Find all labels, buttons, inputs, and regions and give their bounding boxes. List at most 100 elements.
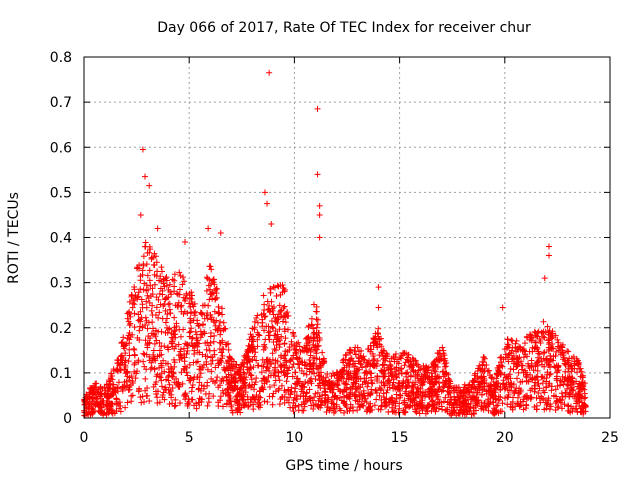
- data-point: [375, 336, 382, 343]
- data-point: [341, 380, 348, 387]
- data-point: [450, 384, 457, 391]
- data-point: [353, 368, 360, 375]
- data-point: [288, 356, 295, 363]
- data-point: [472, 402, 479, 409]
- data-point: [122, 342, 129, 349]
- data-point: [404, 369, 411, 376]
- data-point: [513, 385, 520, 392]
- data-point: [223, 365, 230, 372]
- data-point: [565, 403, 572, 410]
- data-point: [532, 363, 539, 370]
- data-point: [290, 408, 297, 415]
- data-point: [436, 383, 443, 390]
- data-point: [301, 403, 308, 410]
- data-point: [136, 262, 143, 269]
- data-point: [486, 401, 493, 408]
- data-point: [378, 396, 385, 403]
- data-point: [349, 383, 356, 390]
- data-point: [485, 367, 492, 374]
- data-point: [336, 405, 343, 412]
- data-point: [284, 348, 291, 355]
- data-point: [204, 366, 211, 373]
- data-point: [224, 385, 231, 392]
- data-point: [507, 400, 514, 407]
- data-point: [330, 401, 337, 408]
- data-point: [514, 345, 521, 352]
- data-point: [247, 331, 254, 338]
- data-point: [208, 266, 215, 273]
- data-point: [261, 359, 268, 366]
- data-point: [282, 319, 289, 326]
- data-point: [189, 334, 196, 341]
- data-point: [395, 383, 402, 390]
- data-point: [371, 402, 378, 409]
- data-point: [493, 406, 500, 413]
- data-point: [443, 379, 450, 386]
- data-point: [168, 340, 175, 347]
- data-point: [293, 395, 300, 402]
- data-point: [209, 295, 216, 302]
- data-point: [192, 328, 199, 335]
- data-point: [273, 336, 280, 343]
- data-point: [295, 378, 302, 385]
- data-point: [250, 406, 257, 413]
- data-point: [352, 397, 359, 404]
- data-point: [267, 289, 274, 296]
- data-point: [316, 234, 323, 241]
- data-point: [328, 373, 335, 380]
- data-point: [188, 396, 195, 403]
- data-point: [517, 388, 524, 395]
- data-point: [121, 345, 128, 352]
- data-point: [316, 211, 323, 218]
- data-point: [341, 364, 348, 371]
- data-point: [153, 294, 160, 301]
- data-point: [388, 394, 395, 401]
- data-point: [303, 390, 310, 397]
- data-point: [171, 277, 178, 284]
- data-point: [429, 373, 436, 380]
- data-point: [576, 380, 583, 387]
- data-point: [216, 382, 223, 389]
- data-point: [147, 366, 154, 373]
- data-point: [574, 357, 581, 364]
- data-point: [535, 380, 542, 387]
- data-point: [455, 410, 462, 417]
- data-point: [306, 360, 313, 367]
- data-point: [559, 350, 566, 357]
- data-point: [481, 355, 488, 362]
- y-tick-label: 0.2: [50, 321, 72, 337]
- data-point: [175, 383, 182, 390]
- data-point: [131, 324, 138, 331]
- data-point: [128, 291, 135, 298]
- data-point: [559, 397, 566, 404]
- data-point: [539, 361, 546, 368]
- data-point: [315, 373, 322, 380]
- data-point: [397, 392, 404, 399]
- data-point: [352, 344, 359, 351]
- data-point: [211, 351, 218, 358]
- data-point: [125, 358, 132, 365]
- data-point: [210, 317, 217, 324]
- data-point: [131, 284, 138, 291]
- data-point: [429, 390, 436, 397]
- data-point: [292, 404, 299, 411]
- data-point: [567, 382, 574, 389]
- data-point: [512, 387, 519, 394]
- data-point: [393, 374, 400, 381]
- data-point: [210, 393, 217, 400]
- data-point: [559, 405, 566, 412]
- data-point: [374, 377, 381, 384]
- data-point: [198, 382, 205, 389]
- data-point: [346, 347, 353, 354]
- data-point: [97, 404, 104, 411]
- data-point: [419, 392, 426, 399]
- data-point: [279, 289, 286, 296]
- data-point: [255, 362, 262, 369]
- data-point: [158, 383, 165, 390]
- data-point: [146, 249, 153, 256]
- data-point: [211, 308, 218, 315]
- data-point: [385, 409, 392, 416]
- data-point: [163, 294, 170, 301]
- data-point: [271, 382, 278, 389]
- data-point: [310, 301, 317, 308]
